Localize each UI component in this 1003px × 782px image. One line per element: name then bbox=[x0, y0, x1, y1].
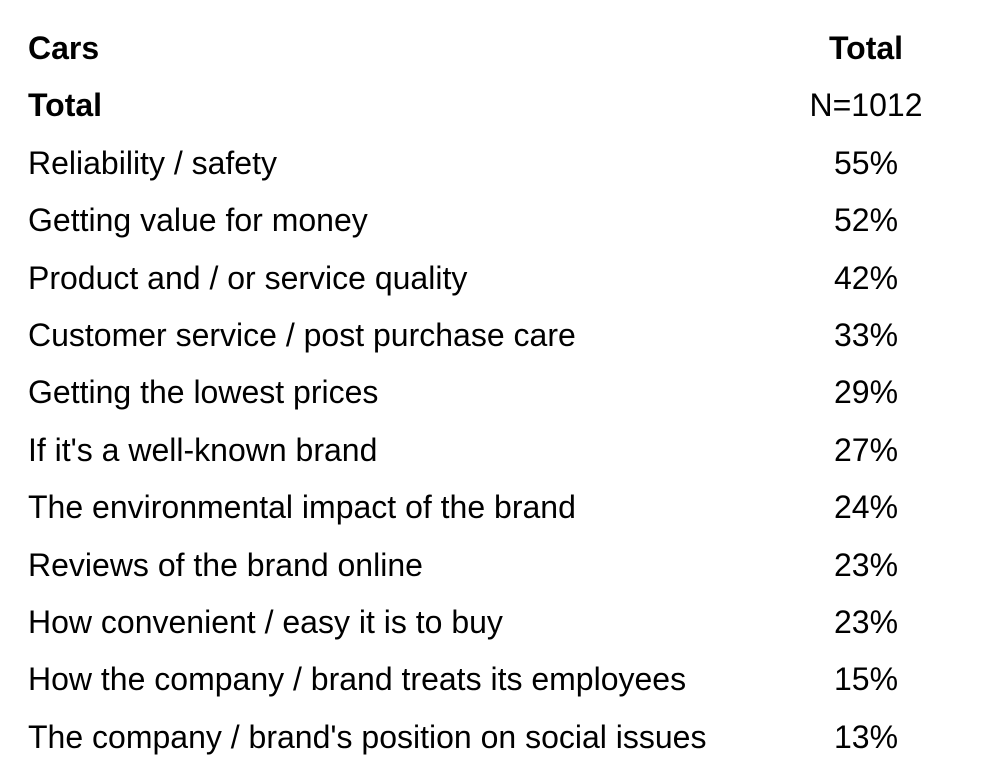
row-value: 55% bbox=[833, 144, 899, 181]
row-label: The environmental impact of the brand bbox=[28, 489, 576, 526]
row-label: Reviews of the brand online bbox=[28, 546, 423, 583]
row-label: Product and / or service quality bbox=[28, 259, 468, 296]
row-label: How convenient / easy it is to buy bbox=[28, 604, 503, 640]
row-value: 33% bbox=[833, 317, 899, 353]
table-row: Customer service / post purchase care 33% bbox=[0, 307, 1003, 364]
table-row: How the company / brand treats its emplo… bbox=[0, 651, 1003, 708]
column-header-total: Total bbox=[828, 30, 904, 66]
table-row: Getting the lowest prices 29% bbox=[0, 364, 1003, 421]
row-value: 23% bbox=[833, 604, 899, 640]
row-label: Getting the lowest prices bbox=[28, 374, 379, 411]
row-value: 52% bbox=[833, 202, 899, 239]
column-header-cars: Cars bbox=[28, 30, 100, 66]
base-row-value: N=1012 bbox=[809, 87, 923, 124]
table-row: The environmental impact of the brand 24% bbox=[0, 479, 1003, 536]
table-row: How convenient / easy it is to buy 23% bbox=[0, 594, 1003, 651]
table-row: Reviews of the brand online 23% bbox=[0, 537, 1003, 594]
row-value: 29% bbox=[833, 374, 899, 411]
base-row: Total N=1012 bbox=[0, 77, 1003, 134]
row-label: Reliability / safety bbox=[28, 144, 277, 181]
row-value: 27% bbox=[833, 431, 899, 468]
row-label: How the company / brand treats its emplo… bbox=[28, 661, 687, 698]
row-label: Getting value for money bbox=[28, 202, 368, 239]
table-row: If it's a well-known brand 27% bbox=[0, 422, 1003, 479]
row-value: 23% bbox=[833, 546, 899, 583]
row-label: The company / brand's position on social… bbox=[28, 718, 707, 755]
table-row: Product and / or service quality 42% bbox=[0, 250, 1003, 307]
table-row: Getting value for money 52% bbox=[0, 192, 1003, 249]
header-row: Cars Total bbox=[0, 20, 1003, 77]
row-value: 13% bbox=[833, 718, 899, 755]
row-value: 15% bbox=[833, 661, 899, 698]
row-value: 42% bbox=[833, 259, 899, 296]
table-row: The company / brand's position on social… bbox=[0, 709, 1003, 766]
table-row: Reliability / safety 55% bbox=[0, 135, 1003, 192]
row-value: 24% bbox=[833, 489, 899, 526]
row-label: If it's a well-known brand bbox=[28, 431, 378, 468]
base-row-label: Total bbox=[28, 87, 103, 124]
row-label: Customer service / post purchase care bbox=[28, 317, 576, 353]
